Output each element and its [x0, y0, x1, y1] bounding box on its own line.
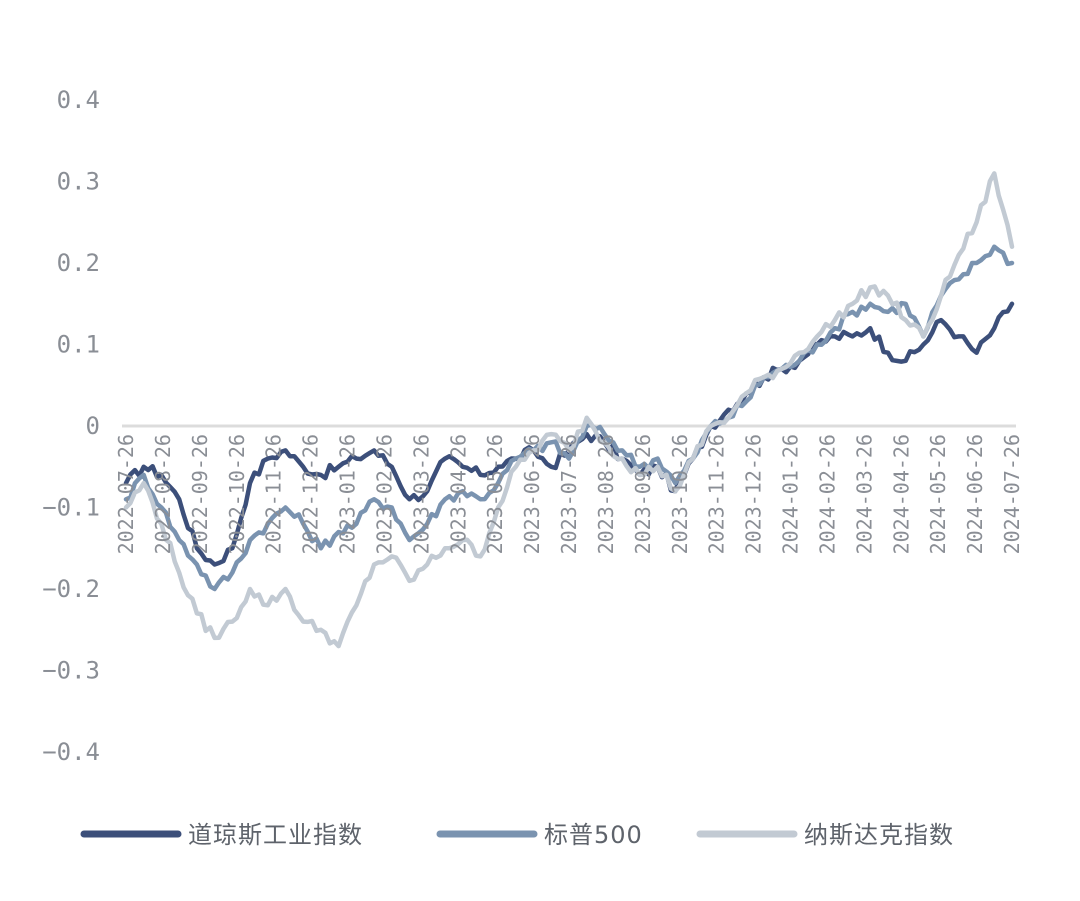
- x-tick-label: 2024-07-26: [1000, 434, 1024, 554]
- x-tick-label: 2024-03-26: [852, 434, 876, 554]
- y-axis: 0.4 0.3 0.2 0.1 0 −0.1 −0.2 −0.3 −0.4: [42, 86, 100, 766]
- y-tick-label: −0.4: [42, 738, 100, 766]
- x-tick-label: 2023-05-26: [483, 434, 507, 554]
- series-line: [123, 171, 1015, 649]
- x-tick-label: 2024-02-26: [815, 434, 839, 554]
- x-tick-label: 2022-10-26: [225, 434, 249, 554]
- x-tick-label: 2024-06-26: [963, 434, 987, 554]
- x-tick-label: 2022-12-26: [299, 434, 323, 554]
- y-tick-label: 0.2: [57, 249, 100, 277]
- x-tick-label: 2023-04-26: [446, 434, 470, 554]
- x-tick-label: 2023-09-26: [631, 434, 655, 554]
- x-axis: 2022-07-26 2022-08-26 2022-09-26 2022-10-26…: [114, 434, 1024, 554]
- series-group: [123, 171, 1015, 649]
- x-tick-label: 2023-11-26: [705, 434, 729, 554]
- x-tick-label: 2022-09-26: [188, 434, 212, 554]
- y-tick-label: 0.3: [57, 168, 100, 196]
- x-tick-label: 2023-12-26: [742, 434, 766, 554]
- legend-label: 标普500: [544, 821, 643, 849]
- y-tick-label: 0: [86, 412, 100, 440]
- x-tick-label: 2023-01-26: [336, 434, 360, 554]
- x-tick-label: 2023-06-26: [520, 434, 544, 554]
- y-tick-label: −0.3: [42, 657, 100, 685]
- series-line: [123, 244, 1015, 592]
- x-tick-label: 2024-01-26: [779, 434, 803, 554]
- legend-label: 纳斯达克指数: [804, 821, 954, 849]
- x-tick-label: 2024-05-26: [926, 434, 950, 554]
- x-tick-label: 2023-02-26: [372, 434, 396, 554]
- y-tick-label: 0.1: [57, 331, 100, 359]
- y-tick-label: −0.1: [42, 494, 100, 522]
- x-tick-label: 2023-03-26: [409, 434, 433, 554]
- x-tick-label: 2023-08-26: [594, 434, 618, 554]
- x-tick-label: 2022-08-26: [151, 434, 175, 554]
- x-tick-label: 2023-10-26: [668, 434, 692, 554]
- legend: 道琼斯工业指数 标普500 纳斯达克指数: [80, 821, 954, 849]
- x-tick-label: 2024-04-26: [889, 434, 913, 554]
- y-tick-label: 0.4: [57, 86, 100, 114]
- legend-label: 道琼斯工业指数: [188, 821, 363, 849]
- x-tick-label: 2023-07-26: [557, 434, 581, 554]
- x-tick-label: 2022-11-26: [262, 434, 286, 554]
- y-tick-label: −0.2: [42, 575, 100, 603]
- x-tick-label: 2022-07-26: [114, 434, 138, 554]
